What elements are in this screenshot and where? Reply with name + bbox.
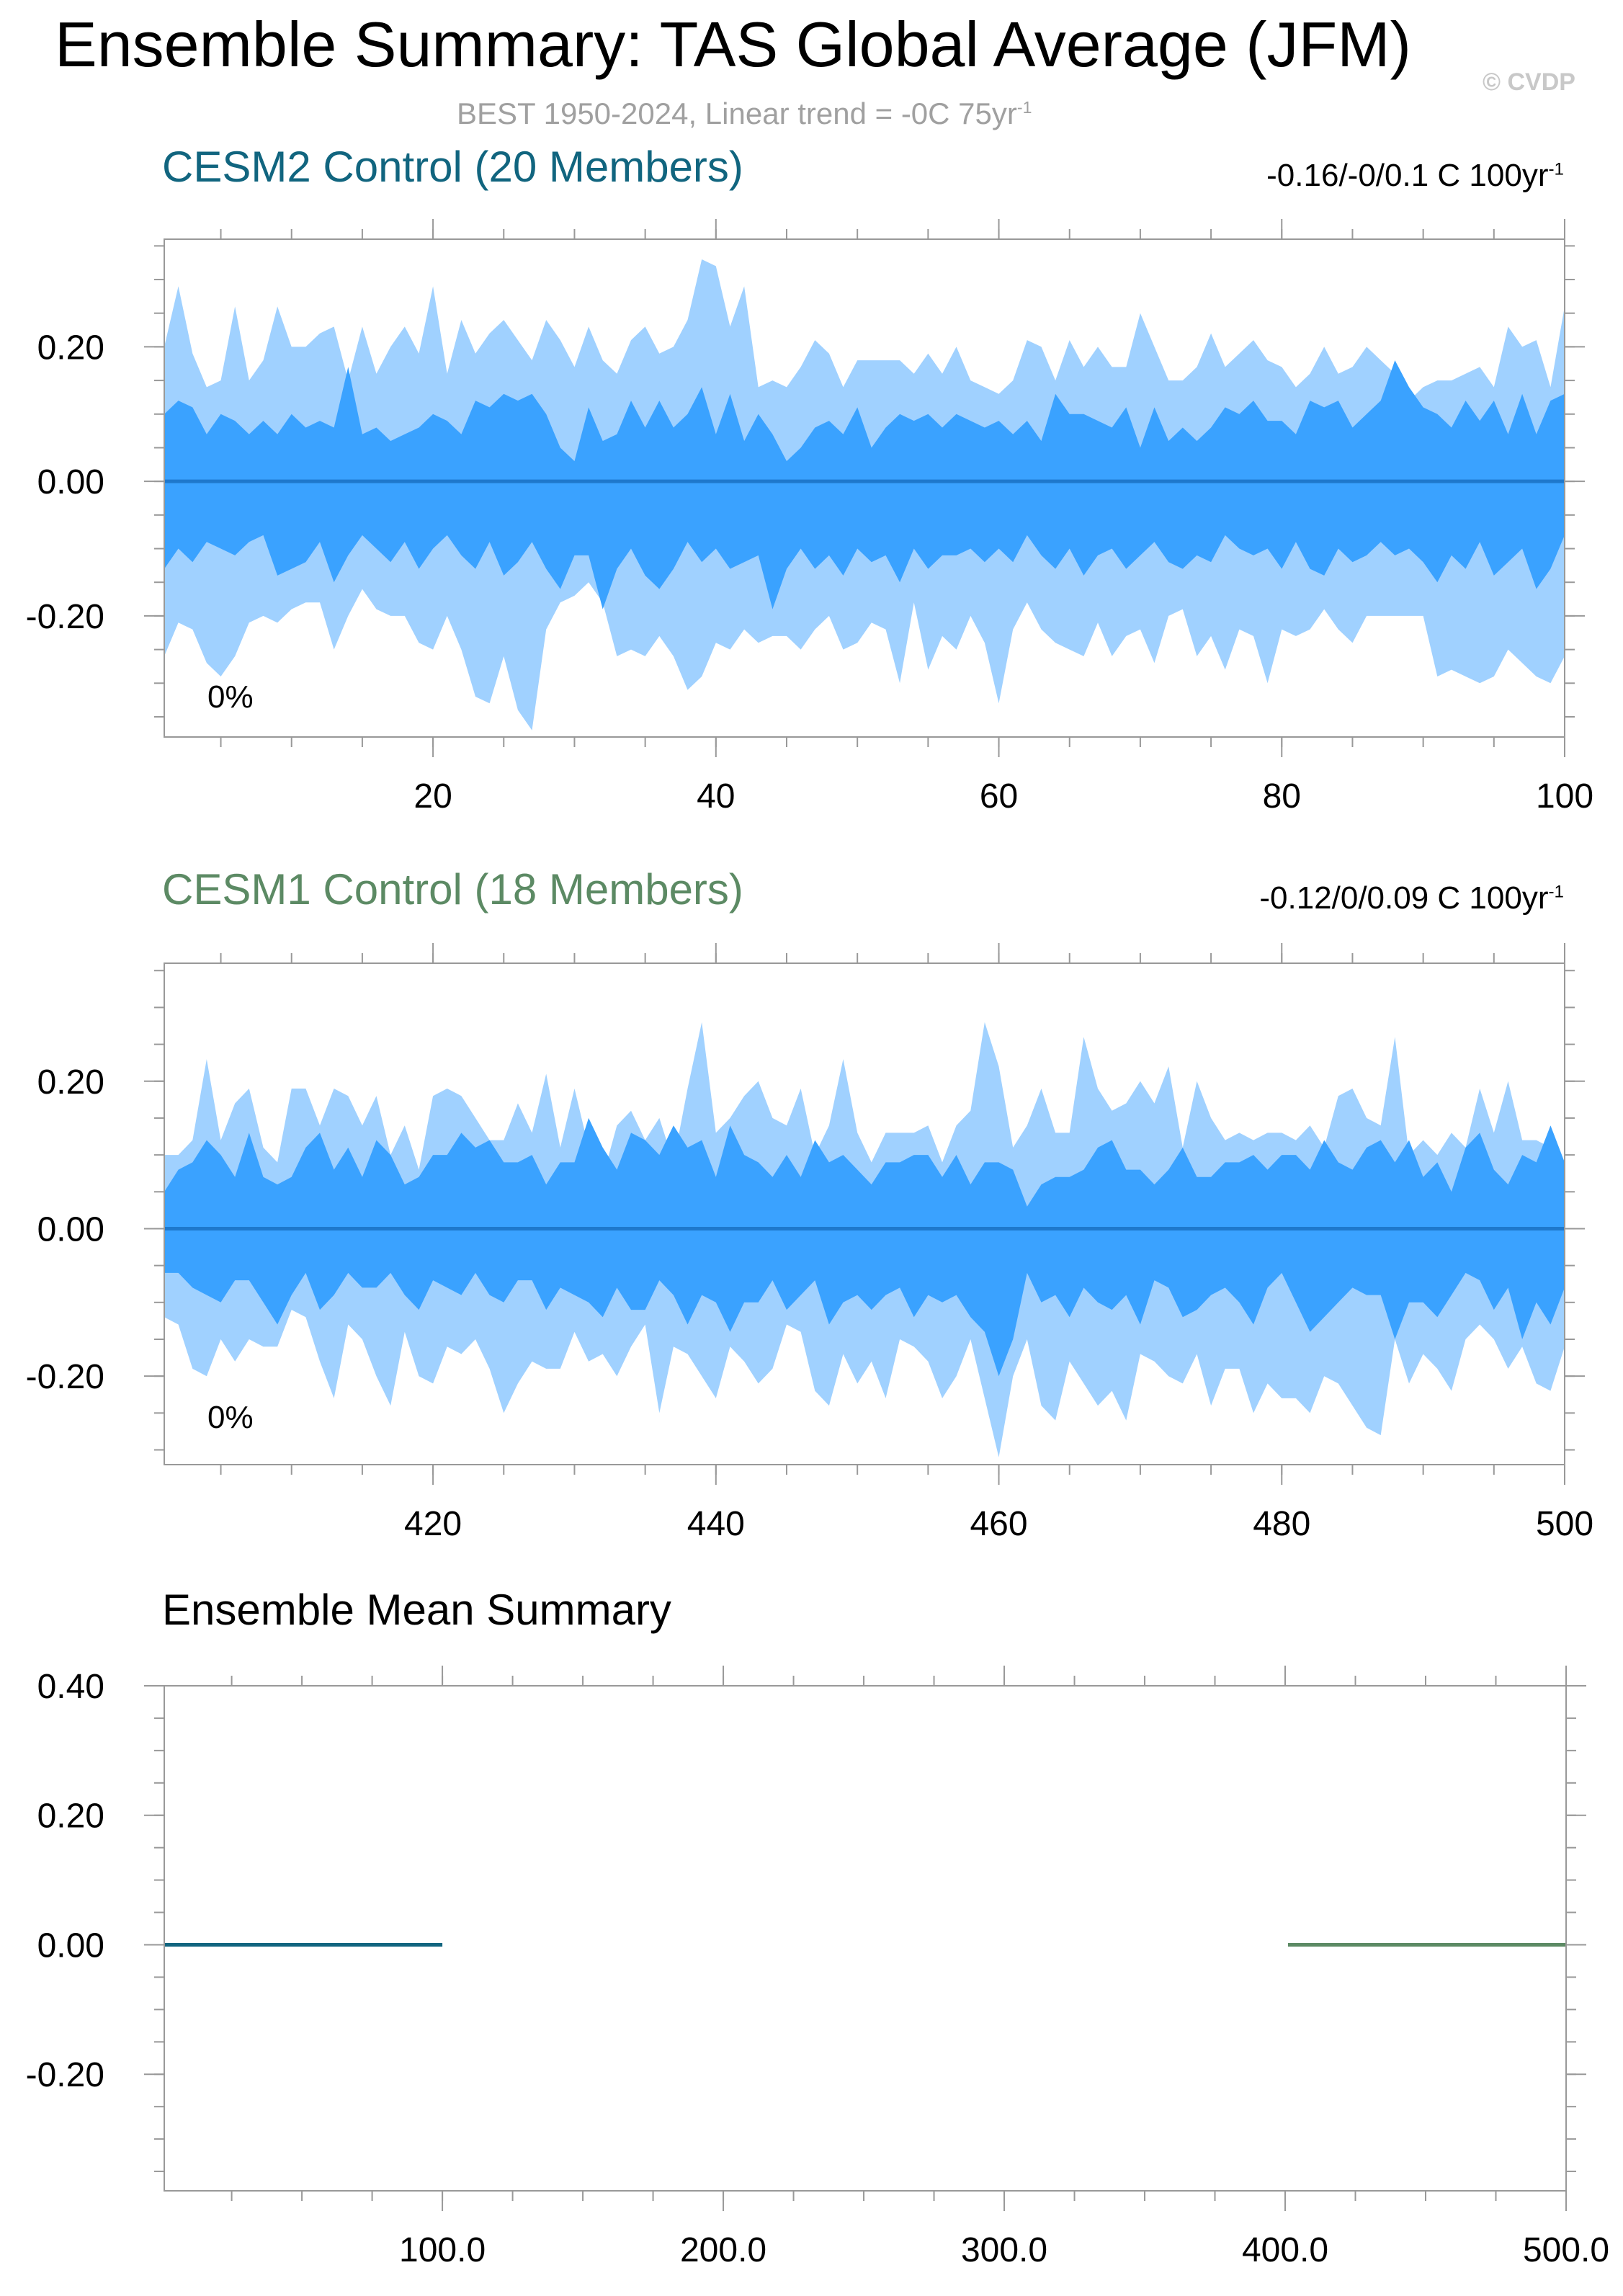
y-tick-label: 0.20 [37,329,104,367]
panel-3-frame [164,1685,1567,2192]
y-tick-label: -0.20 [26,2056,104,2094]
panel-2-trend-text: -0.12/0/0.09 C 100yr [1259,880,1549,916]
panel-1-trend: -0.16/-0/0.1 C 100yr-1 [1266,160,1564,192]
panel-1-trend-exponent: -1 [1548,159,1564,179]
x-tick-label: 420 [404,1505,462,1543]
x-tick-label: 60 [980,777,1018,816]
subtitle-text: BEST 1950-2024, Linear trend = -0C 75yr [457,97,1017,130]
panel-2-frame [164,962,1565,1465]
x-tick-label: 400.0 [1242,2231,1328,2269]
panel-3-title: Ensemble Mean Summary [162,1586,671,1634]
x-tick-label: 100 [1536,777,1593,816]
panel-1-title: CESM2 Control (20 Members) [162,143,743,191]
subtitle-exponent: -1 [1016,98,1032,117]
x-tick-label: 40 [697,777,735,816]
x-tick-label: 80 [1263,777,1301,816]
y-tick-label: 0.00 [37,463,104,501]
y-tick-label: 0.00 [37,1210,104,1248]
panel-2: 420 440 460 480 500 0.20 0.00 -0.20 [26,943,1593,1543]
panel-1-trend-text: -0.16/-0/0.1 C 100yr [1266,158,1549,193]
x-tick-label: 440 [687,1505,745,1543]
x-tick-label: 300.0 [961,2231,1047,2269]
watermark: © CVDP [1483,68,1575,96]
panel-1: 20 40 60 80 100 0.20 0.00 -0.20 [26,219,1593,816]
x-tick-label: 20 [413,777,452,816]
subtitle: BEST 1950-2024, Linear trend = -0C 75yr-… [457,99,1032,129]
x-tick-label: 200.0 [680,2231,766,2269]
panel-2-title: CESM1 Control (18 Members) [162,865,743,914]
x-tick-label: 500.0 [1523,2231,1609,2269]
panel-2-percent: 0% [207,1400,254,1435]
panel-1-percent: 0% [207,679,254,715]
x-tick-label: 460 [970,1505,1027,1543]
y-tick-label: -0.20 [26,1358,104,1396]
y-tick-label: 0.40 [37,1668,104,1706]
main-title: Ensemble Summary: TAS Global Average (JF… [55,9,1411,80]
y-tick-label: 0.20 [37,1063,104,1102]
panel-2-trend-exponent: -1 [1548,882,1564,902]
y-tick-label: 0.20 [37,1797,104,1836]
panel-1-frame [164,238,1565,738]
panel-3: 100.0 200.0 300.0 400.0 500.0 0.40 0.20 0.00 -0.… [26,1666,1609,2269]
y-tick-label: 0.00 [37,1926,104,1965]
x-tick-label: 100.0 [399,2231,486,2269]
x-tick-label: 500 [1536,1505,1593,1543]
panel-1-inner-band [164,360,1565,609]
panel-2-inner-band [164,1117,1565,1377]
x-tick-label: 480 [1253,1505,1310,1543]
y-tick-label: -0.20 [26,598,104,636]
panel-2-trend: -0.12/0/0.09 C 100yr-1 [1259,883,1564,914]
